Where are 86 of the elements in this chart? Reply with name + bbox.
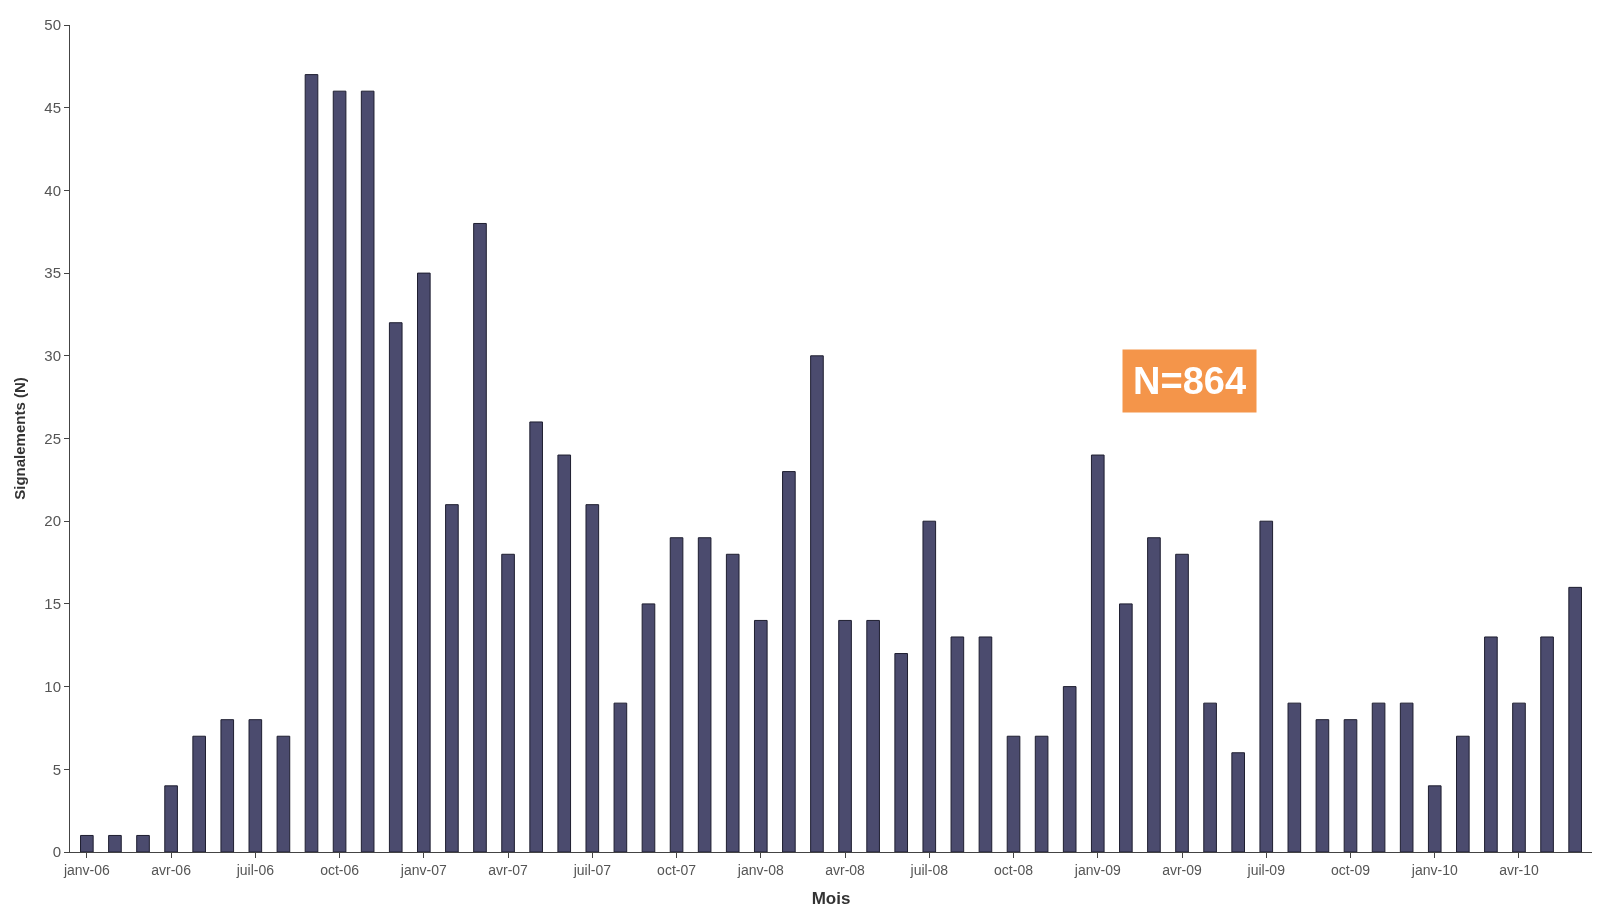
bar (529, 421, 543, 852)
bar (501, 553, 515, 852)
bar (950, 636, 965, 852)
bar (164, 785, 178, 852)
x-tick-label: oct-08 (994, 861, 1034, 878)
y-tick-label: 25 (44, 429, 61, 447)
bar (360, 90, 375, 852)
bar (1540, 636, 1554, 852)
bar (388, 322, 403, 852)
x-tick-label: avr-06 (151, 861, 192, 878)
bar (192, 735, 206, 852)
bar (445, 504, 459, 852)
bar (894, 653, 909, 852)
bar (473, 222, 487, 852)
bar (1062, 686, 1077, 852)
x-tick-label: avr-08 (825, 861, 866, 878)
bar (922, 520, 937, 852)
bar (613, 702, 628, 852)
bar (1287, 702, 1302, 852)
bar (1231, 752, 1245, 852)
x-axis-title: Mois (811, 889, 851, 909)
y-tick-label: 50 (44, 16, 61, 34)
bar (1371, 702, 1386, 852)
y-tick-label: 15 (44, 595, 61, 613)
bar (1034, 735, 1049, 852)
x-tick-label: juil-08 (909, 861, 949, 878)
bar (810, 355, 824, 852)
x-tick-label: oct-09 (1331, 861, 1371, 878)
bar (1006, 735, 1021, 852)
y-tick-label: 10 (44, 677, 61, 695)
x-tick-label: avr-10 (1499, 861, 1540, 878)
bar (1315, 719, 1330, 852)
x-tick-label: janv-07 (399, 861, 447, 878)
bar (276, 735, 291, 852)
x-tick-label: oct-07 (657, 861, 697, 878)
bar (1119, 603, 1133, 852)
bar (248, 719, 263, 852)
bar (669, 537, 684, 852)
y-tick-label: 40 (44, 181, 61, 199)
y-tick-label: 0 (52, 843, 61, 861)
bar (1343, 719, 1358, 852)
bar (753, 619, 768, 852)
bar (585, 504, 600, 852)
bar (80, 834, 94, 852)
x-tick-label: janv-09 (1073, 861, 1121, 878)
bar (1456, 735, 1470, 852)
bar (641, 603, 656, 852)
y-tick-label: 45 (44, 98, 61, 116)
x-tick-label: avr-09 (1162, 861, 1203, 878)
bar (1512, 702, 1526, 852)
bar (1484, 636, 1498, 852)
bar (1427, 785, 1442, 852)
x-tick-label: janv-06 (62, 861, 111, 878)
bar (557, 454, 572, 852)
bar (697, 537, 712, 852)
x-tick-label: juil-07 (572, 861, 612, 878)
bar (108, 834, 122, 852)
y-tick-label: 20 (44, 512, 61, 530)
bar (725, 553, 740, 852)
bar (1147, 537, 1161, 852)
bar (1090, 454, 1105, 852)
x-tick-label: juil-06 (235, 861, 275, 878)
bar (866, 619, 880, 852)
x-tick-label: janv-08 (736, 861, 784, 878)
bar (417, 272, 431, 852)
bar (1259, 520, 1274, 852)
x-tick-label: juil-09 (1246, 861, 1286, 878)
y-tick-label: 5 (52, 760, 61, 778)
y-tick-label: 35 (44, 264, 61, 282)
bar (1203, 702, 1217, 852)
annotation: N=864 (1133, 360, 1247, 402)
y-tick-label: 30 (44, 347, 61, 365)
bar (136, 834, 150, 852)
bar (304, 74, 319, 852)
bar (782, 471, 796, 852)
bar (220, 719, 235, 852)
bar (978, 636, 993, 852)
y-axis-title: Signalements (N) (10, 377, 28, 500)
bar (332, 90, 347, 852)
bar (1568, 586, 1582, 852)
bar (1399, 702, 1414, 852)
x-tick-label: avr-07 (488, 861, 529, 878)
x-tick-label: janv-10 (1410, 861, 1458, 878)
x-tick-label: oct-06 (320, 861, 360, 878)
bar (838, 619, 852, 852)
bar (1175, 553, 1189, 852)
